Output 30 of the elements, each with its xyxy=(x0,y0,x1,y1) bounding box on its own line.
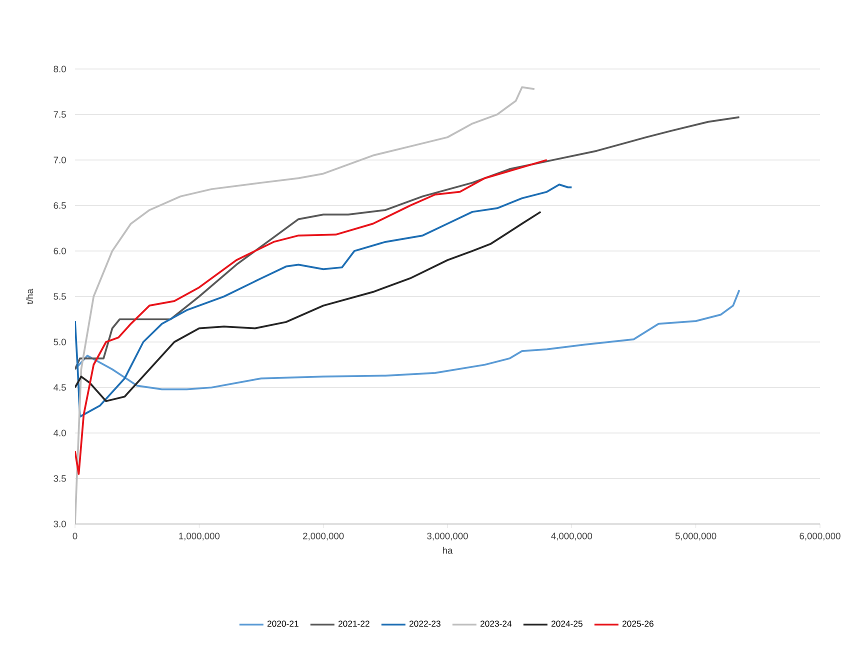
x-tick-label: 2,000,000 xyxy=(303,532,344,540)
y-tick-label: 8.0 xyxy=(54,66,66,72)
line-series xyxy=(75,159,548,475)
y-tick-label: 4.0 xyxy=(54,430,66,436)
line-series xyxy=(75,289,740,390)
y-tick-label: 7.5 xyxy=(54,111,66,118)
y-tick-label: 5.0 xyxy=(54,338,66,346)
y-tick-label: 6.0 xyxy=(54,248,66,254)
legend-label: 2025-26 xyxy=(622,620,654,627)
line-series xyxy=(75,116,740,370)
y-tick-label: 7.0 xyxy=(54,156,66,164)
x-tick-label: 5,000,000 xyxy=(675,532,716,540)
x-tick-label: 6,000,000 xyxy=(800,532,840,540)
legend-label: 2023-24 xyxy=(480,620,512,627)
y-tick-label: 3.5 xyxy=(54,475,66,482)
x-tick-label: 3,000,000 xyxy=(427,532,468,540)
x-tick-label: 4,000,000 xyxy=(551,532,592,540)
legend-label: 2021-22 xyxy=(338,620,370,627)
y-tick-label: 3.0 xyxy=(54,520,66,528)
y-tick-label: 5.5 xyxy=(54,293,66,300)
legend-label: 2022-23 xyxy=(409,620,440,627)
x-axis-title: ha xyxy=(442,546,453,554)
y-tick-label: 6.5 xyxy=(54,202,66,209)
x-tick-label: 0 xyxy=(72,532,78,540)
legend-label: 2020-21 xyxy=(267,620,298,627)
y-tick-label: 4.5 xyxy=(54,384,66,391)
line-series xyxy=(75,184,573,418)
x-tick-label: 1,000,000 xyxy=(179,532,220,540)
legend-label: 2024-25 xyxy=(551,620,582,627)
y-axis-title: t/ha xyxy=(26,288,34,304)
